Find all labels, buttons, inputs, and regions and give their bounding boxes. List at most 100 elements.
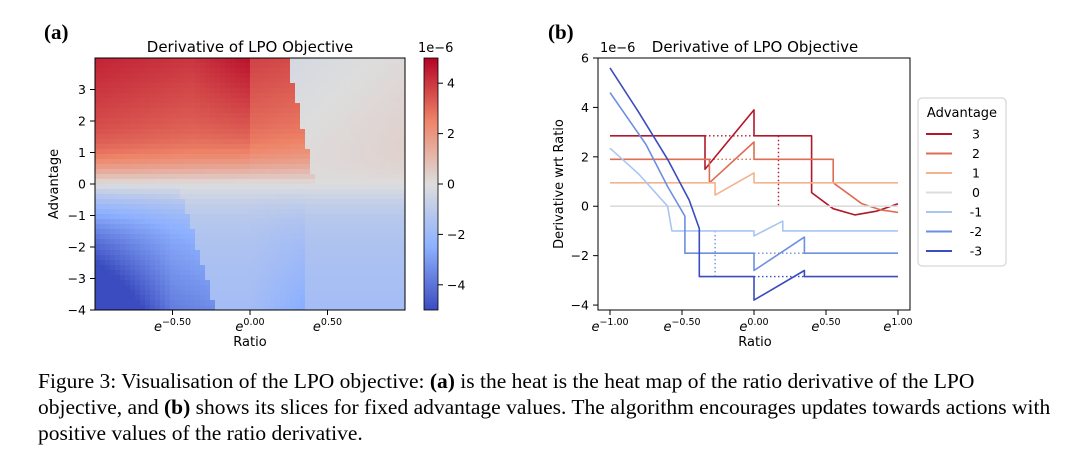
heatmap-cell [390,113,396,120]
heatmap-cell [145,143,151,150]
heatmap-cell [200,118,206,125]
heatmap-cell [320,163,326,170]
heatmap-cell [395,103,401,109]
heatmap-cell [385,189,391,195]
heatmap-cell [130,194,136,200]
heatmap-cell [340,93,346,99]
heatmap-cell [305,148,311,155]
heatmap-cell [125,68,131,74]
heatmap-cell [95,98,101,104]
heatmap-cell [230,58,236,64]
heatmap-cell [155,153,161,160]
heatmap-cell [385,163,391,170]
heatmap-cell [270,143,276,150]
heatmap-cell [390,93,396,99]
heatmap-cell [185,184,191,190]
heatmap-cell [295,93,301,99]
heatmap-cell [225,184,231,190]
heatmap-cell [250,83,256,89]
heatmap-cell [205,118,211,125]
heatmap-cell [360,123,366,130]
heatmap-cell [170,133,176,140]
heatmap-cell [205,153,211,160]
heatmap-frame [94,57,406,311]
heatmap-cell [365,78,371,84]
heatmap-cell [160,194,166,200]
heatmap-cell [155,219,161,225]
heatmap-cell [175,58,181,64]
heatmap-cell [325,123,331,130]
heatmap-cell [315,113,321,120]
heatmap-cell [310,83,316,89]
heatmap-cell [140,234,146,241]
heatmap-cell [265,108,271,115]
heatmap-cell [335,163,341,170]
heatmap-cell [390,138,396,145]
heatmap-cell [215,88,221,94]
heatmap-cell [355,113,361,120]
heatmap-cell [315,204,321,210]
heatmap-cell [155,78,161,84]
heatmap-cell [105,163,111,170]
panel-b-x-label: Ratio [738,335,771,350]
heatmap-cell [260,184,266,190]
heatmap-cell [295,158,301,165]
heatmap-cell [400,138,405,145]
heatmap-cell [170,58,176,64]
heatmap-cell [160,148,166,155]
heatmap-cell [320,58,326,64]
heatmap-cell [235,118,241,125]
heatmap-cell [290,143,296,150]
heatmap-cell [170,204,176,210]
heatmap-cell [115,118,121,125]
heatmap-cell [370,93,376,99]
heatmap-cell [380,153,386,160]
heatmap-cell [130,83,136,89]
heatmap-cell [230,128,236,135]
heatmap-cell [200,113,206,120]
heatmap-cell [165,143,171,150]
heatmap-cell [380,168,386,175]
heatmap-cell [215,113,221,120]
heatmap-cell [235,219,241,225]
heatmap-cell [315,219,321,225]
heatmap-cell [355,204,361,210]
heatmap-cell [200,103,206,109]
heatmap-cell [250,178,256,185]
heatmap-cell [235,93,241,99]
heatmap-cell [225,194,231,200]
heatmap-cell [360,173,366,180]
a-x-tick-label: e−0.50 [154,317,191,335]
heatmap-cell [370,138,376,145]
heatmap-cell [320,78,326,84]
heatmap-cell [275,168,281,175]
heatmap-cell [395,204,401,210]
heatmap-cell [305,68,311,74]
heatmap-cell [400,189,405,195]
heatmap-cell [195,158,201,165]
heatmap-cell [305,93,311,99]
heatmap-cell [275,184,281,190]
heatmap-cell [300,219,306,225]
heatmap-cell [375,209,381,215]
heatmap-cell [380,178,386,185]
heatmap-cell [360,108,366,115]
heatmap-cell [275,118,281,125]
heatmap-cell [235,209,241,215]
heatmap-cell [275,108,281,115]
heatmap-cell [280,189,286,195]
heatmap-cell [150,219,156,225]
heatmap-cell [270,173,276,180]
heatmap-cell [100,184,106,190]
heatmap-cell [210,224,216,230]
heatmap-cell [205,148,211,155]
heatmap-cell [200,93,206,99]
heatmap-cell [330,189,336,195]
heatmap-cell [145,209,151,215]
heatmap-cell [330,194,336,200]
heatmap-cell [315,199,321,205]
heatmap-cell [285,98,291,104]
heatmap-cell [315,194,321,200]
a-y-tick-label: 1 [78,145,86,160]
heatmap-cell [100,158,106,165]
